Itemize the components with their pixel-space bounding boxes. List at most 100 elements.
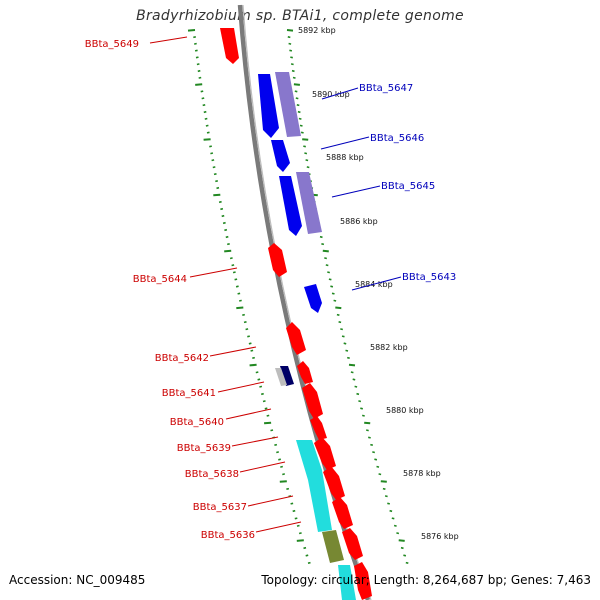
scale-minor-tick [215,180,218,183]
scale-minor-tick [405,561,409,564]
gene-label-bbta-5646[interactable]: BBta_5646 [370,133,424,144]
leader-line [351,276,402,291]
scale-minor-tick [270,429,274,432]
scale-minor-tick [232,271,236,274]
scale-major-tick [348,363,356,367]
scale-minor-tick [221,214,225,218]
scale-major-tick [296,539,304,542]
scale-minor-tick [307,561,311,564]
gene-label-bbta-5643[interactable]: BBta_5643 [402,272,456,283]
gene-label-bbta-5641[interactable]: BBta_5641 [162,388,216,399]
scale-minor-tick [218,200,222,204]
gene-label-bbta-5637[interactable]: BBta_5637 [193,502,247,513]
scale-major-tick [249,363,257,367]
gene-label-bbta-5636[interactable]: BBta_5636 [201,530,255,541]
gene-label-bbta-5638[interactable]: BBta_5638 [185,469,239,480]
gene-bbta-5645-arrow-shadow[interactable] [296,172,322,234]
gene-label-bbta-5644[interactable]: BBta_5644 [133,274,187,285]
gene-bbta-5644-arrow[interactable] [268,243,287,277]
scale-minor-tick [297,110,301,114]
scale-minor-tick [261,392,264,396]
scale-minor-tick [396,532,400,535]
gene-bbta-5649-arrow[interactable] [220,28,239,64]
scale-minor-tick [211,159,215,162]
scale-minor-tick [358,400,362,403]
gene-bbta-5636-arrow[interactable] [332,497,353,529]
scale-minor-tick [204,117,208,120]
gene-olive-feature[interactable] [322,530,344,563]
scale-minor-tick [196,63,200,66]
scale-minor-tick [400,546,404,550]
gene-label-bbta-5639[interactable]: BBta_5639 [177,443,231,454]
forward-leader-lines [149,36,302,533]
gene-cyan-feature-lower[interactable] [338,565,356,600]
gene-bbta-5645-arrow[interactable] [279,176,302,236]
scale-minor-tick [305,159,309,162]
gene-red-lower-arrow[interactable] [342,528,363,560]
scale-minor-tick [321,243,325,246]
scale-minor-tick [198,76,202,79]
gene-bbta-5642-arrow[interactable] [286,322,306,355]
kbp-tick-label: 5882 kbp [370,343,408,352]
gene-bbta-5638-arrow[interactable] [314,437,336,470]
gene-label-bbta-5647[interactable]: BBta_5647 [359,83,413,94]
scale-minor-tick [280,465,283,468]
scale-minor-tick [252,356,255,359]
scale-minor-tick [306,166,310,169]
scale-minor-tick [239,299,242,302]
scale-minor-tick [197,69,201,73]
gene-label-bbta-5649[interactable]: BBta_5649 [85,39,139,50]
leader-line [239,461,286,473]
gene-label-bbta-5640[interactable]: BBta_5640 [170,417,224,428]
gene-bbta-5647-arrow[interactable] [258,74,279,138]
gene-bbta-5639-arrow[interactable] [310,416,327,440]
scale-minor-tick [229,257,233,260]
kbp-tick-label: 5878 kbp [403,469,441,478]
scale-major-tick [322,249,329,253]
scale-minor-tick [290,63,294,66]
scale-minor-tick [259,385,263,388]
leader-line [209,346,257,357]
gene-label-bbta-5645[interactable]: BBta_5645 [381,181,435,192]
leader-line [217,381,265,393]
gene-red-bottom-arrow[interactable] [354,562,372,600]
gene-bbta-5646-arrow[interactable] [271,140,290,172]
scale-minor-tick [262,400,266,403]
scale-minor-tick [194,42,197,45]
scale-minor-tick [290,502,294,505]
gene-bbta-5643-arrow[interactable] [304,284,322,313]
scale-minor-tick [328,278,332,281]
scale-minor-tick [295,97,299,100]
gene-grey-feature[interactable] [275,368,287,386]
scale-minor-tick [391,517,395,520]
scale-minor-tick [274,443,278,446]
scale-minor-tick [298,117,302,120]
scale-minor-tick [296,104,300,107]
gene-navy-feature[interactable] [280,366,294,386]
gene-bbta-5640-arrow[interactable] [302,383,323,419]
scale-minor-tick [352,378,356,381]
gene-cyan-feature[interactable] [296,440,332,532]
scale-minor-tick [366,429,369,432]
scale-minor-tick [360,407,363,410]
kbp-tick-label: 5886 kbp [340,217,378,226]
gene-bbta-5641-arrow[interactable] [297,361,313,384]
gene-label-bbta-5642[interactable]: BBta_5642 [155,353,209,364]
scale-minor-tick [195,56,199,59]
gene-bbta-5637-arrow[interactable] [323,466,345,500]
scale-minor-tick [350,371,354,374]
scale-minor-tick [384,495,388,498]
scale-minor-tick [338,321,342,324]
scale-major-tick [203,138,211,141]
scale-minor-tick [202,104,206,107]
scale-minor-tick [206,131,210,134]
scale-minor-tick [245,328,249,331]
scale-minor-tick [278,458,281,461]
scale-minor-tick [336,313,340,316]
leader-line [321,87,359,100]
scale-major-tick [213,193,221,197]
gene-bbta-5647-arrow-shadow[interactable] [275,72,301,137]
scale-minor-tick [286,487,290,490]
outer-scale-ruler [286,29,409,564]
